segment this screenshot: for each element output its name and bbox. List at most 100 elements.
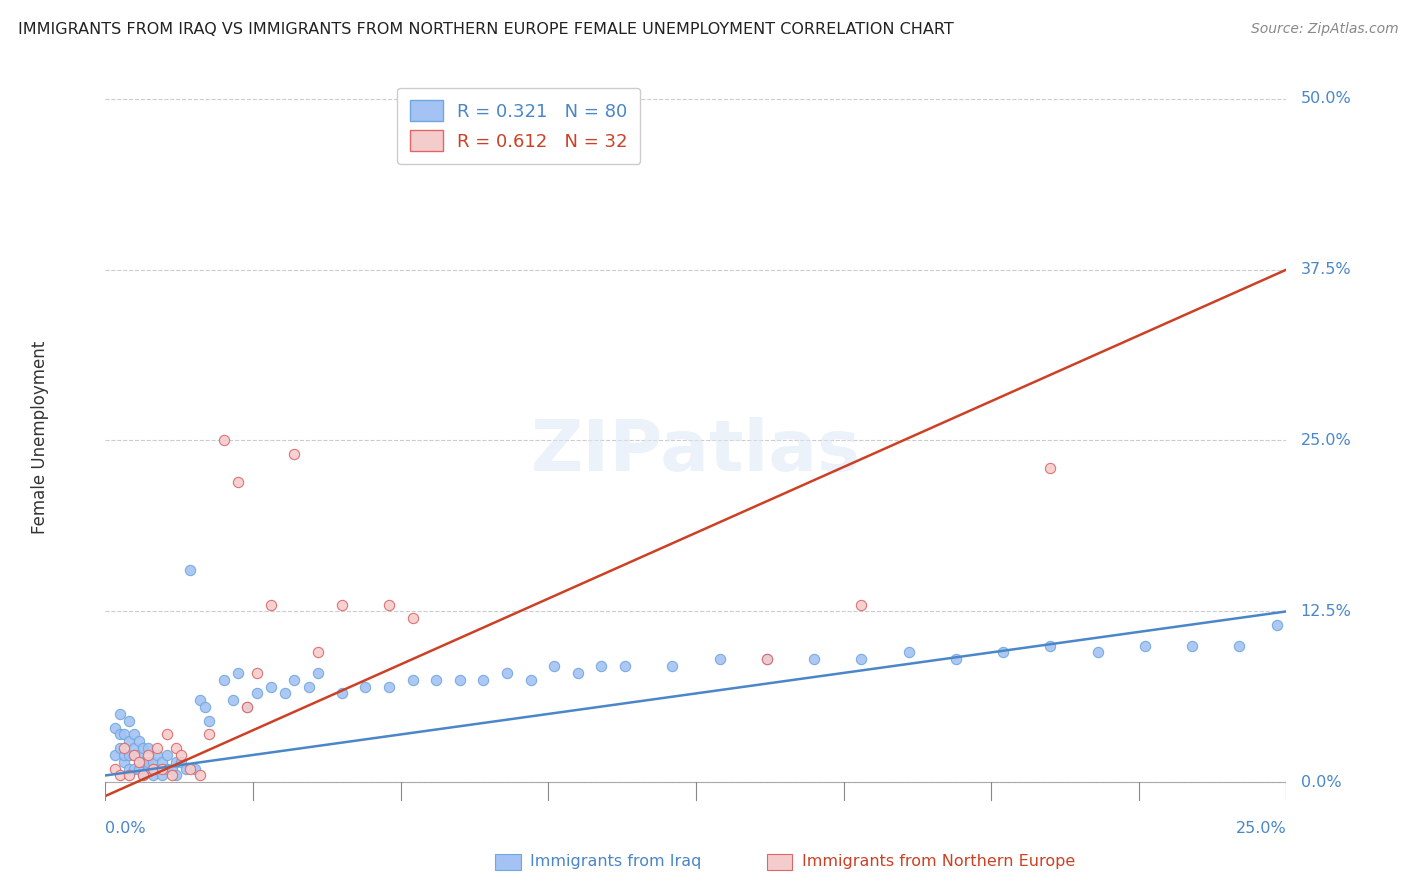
Point: [188, 768, 211, 782]
Point: [194, 700, 217, 714]
Point: [307, 665, 329, 680]
Text: 37.5%: 37.5%: [1301, 262, 1351, 277]
Point: [709, 652, 731, 666]
Point: [118, 734, 141, 748]
Point: [212, 434, 235, 448]
Point: [104, 747, 127, 762]
Point: [1039, 460, 1062, 475]
Point: [146, 747, 169, 762]
Point: [330, 598, 353, 612]
Point: [274, 686, 297, 700]
Point: [170, 755, 193, 769]
Text: 50.0%: 50.0%: [1301, 91, 1351, 106]
Point: [118, 747, 141, 762]
Point: [160, 768, 183, 782]
Point: [246, 665, 269, 680]
Point: [567, 665, 589, 680]
Point: [401, 673, 423, 687]
Point: [112, 755, 135, 769]
Point: [188, 693, 211, 707]
Point: [165, 755, 187, 769]
Point: [179, 563, 201, 577]
Point: [260, 680, 283, 694]
Point: [246, 686, 269, 700]
Point: [1181, 639, 1204, 653]
Point: [165, 741, 187, 756]
Text: 25.0%: 25.0%: [1301, 433, 1351, 448]
Point: [803, 652, 825, 666]
Point: [496, 665, 519, 680]
Legend: R = 0.321   N = 80, R = 0.612   N = 32: R = 0.321 N = 80, R = 0.612 N = 32: [398, 87, 640, 164]
Text: Immigrants from Northern Europe: Immigrants from Northern Europe: [801, 855, 1076, 869]
Text: Source: ZipAtlas.com: Source: ZipAtlas.com: [1251, 22, 1399, 37]
Point: [378, 680, 401, 694]
Point: [1265, 618, 1288, 632]
Point: [614, 659, 637, 673]
Point: [297, 680, 319, 694]
Point: [1039, 639, 1062, 653]
Point: [378, 598, 401, 612]
Point: [283, 673, 305, 687]
Text: Female Unemployment: Female Unemployment: [31, 341, 49, 533]
Point: [1087, 645, 1109, 659]
Point: [118, 768, 141, 782]
Point: [136, 762, 159, 776]
Point: [354, 680, 377, 694]
Point: [122, 762, 145, 776]
Point: [108, 768, 131, 782]
Point: [112, 741, 135, 756]
Point: [104, 721, 127, 735]
Point: [112, 727, 135, 741]
Point: [112, 747, 135, 762]
Text: Immigrants from Iraq: Immigrants from Iraq: [530, 855, 702, 869]
Point: [150, 762, 173, 776]
Point: [260, 598, 283, 612]
Point: [128, 747, 150, 762]
Point: [122, 727, 145, 741]
Point: [174, 762, 197, 776]
Point: [150, 755, 173, 769]
Point: [108, 706, 131, 721]
Point: [132, 768, 155, 782]
Point: [118, 714, 141, 728]
Point: [118, 762, 141, 776]
Point: [591, 659, 613, 673]
Point: [897, 645, 920, 659]
Point: [755, 652, 778, 666]
Point: [851, 598, 873, 612]
Point: [156, 762, 179, 776]
Point: [1227, 639, 1250, 653]
Text: 0.0%: 0.0%: [105, 821, 146, 836]
Text: 25.0%: 25.0%: [1236, 821, 1286, 836]
Point: [184, 762, 207, 776]
Point: [222, 693, 245, 707]
Point: [108, 741, 131, 756]
Point: [496, 146, 519, 161]
Point: [146, 762, 169, 776]
Point: [330, 686, 353, 700]
Point: [755, 652, 778, 666]
Point: [519, 673, 541, 687]
Point: [142, 755, 165, 769]
Point: [236, 700, 259, 714]
Point: [104, 762, 127, 776]
Point: [122, 741, 145, 756]
Point: [198, 727, 221, 741]
Point: [132, 741, 155, 756]
Point: [170, 747, 193, 762]
Point: [122, 747, 145, 762]
Point: [543, 659, 565, 673]
Point: [128, 734, 150, 748]
Point: [156, 727, 179, 741]
Point: [132, 755, 155, 769]
Point: [401, 611, 423, 625]
Point: [146, 741, 169, 756]
Point: [226, 665, 249, 680]
Point: [128, 755, 150, 769]
Point: [425, 673, 447, 687]
Point: [179, 762, 201, 776]
Point: [212, 673, 235, 687]
Point: [122, 747, 145, 762]
Point: [142, 768, 165, 782]
Point: [132, 768, 155, 782]
